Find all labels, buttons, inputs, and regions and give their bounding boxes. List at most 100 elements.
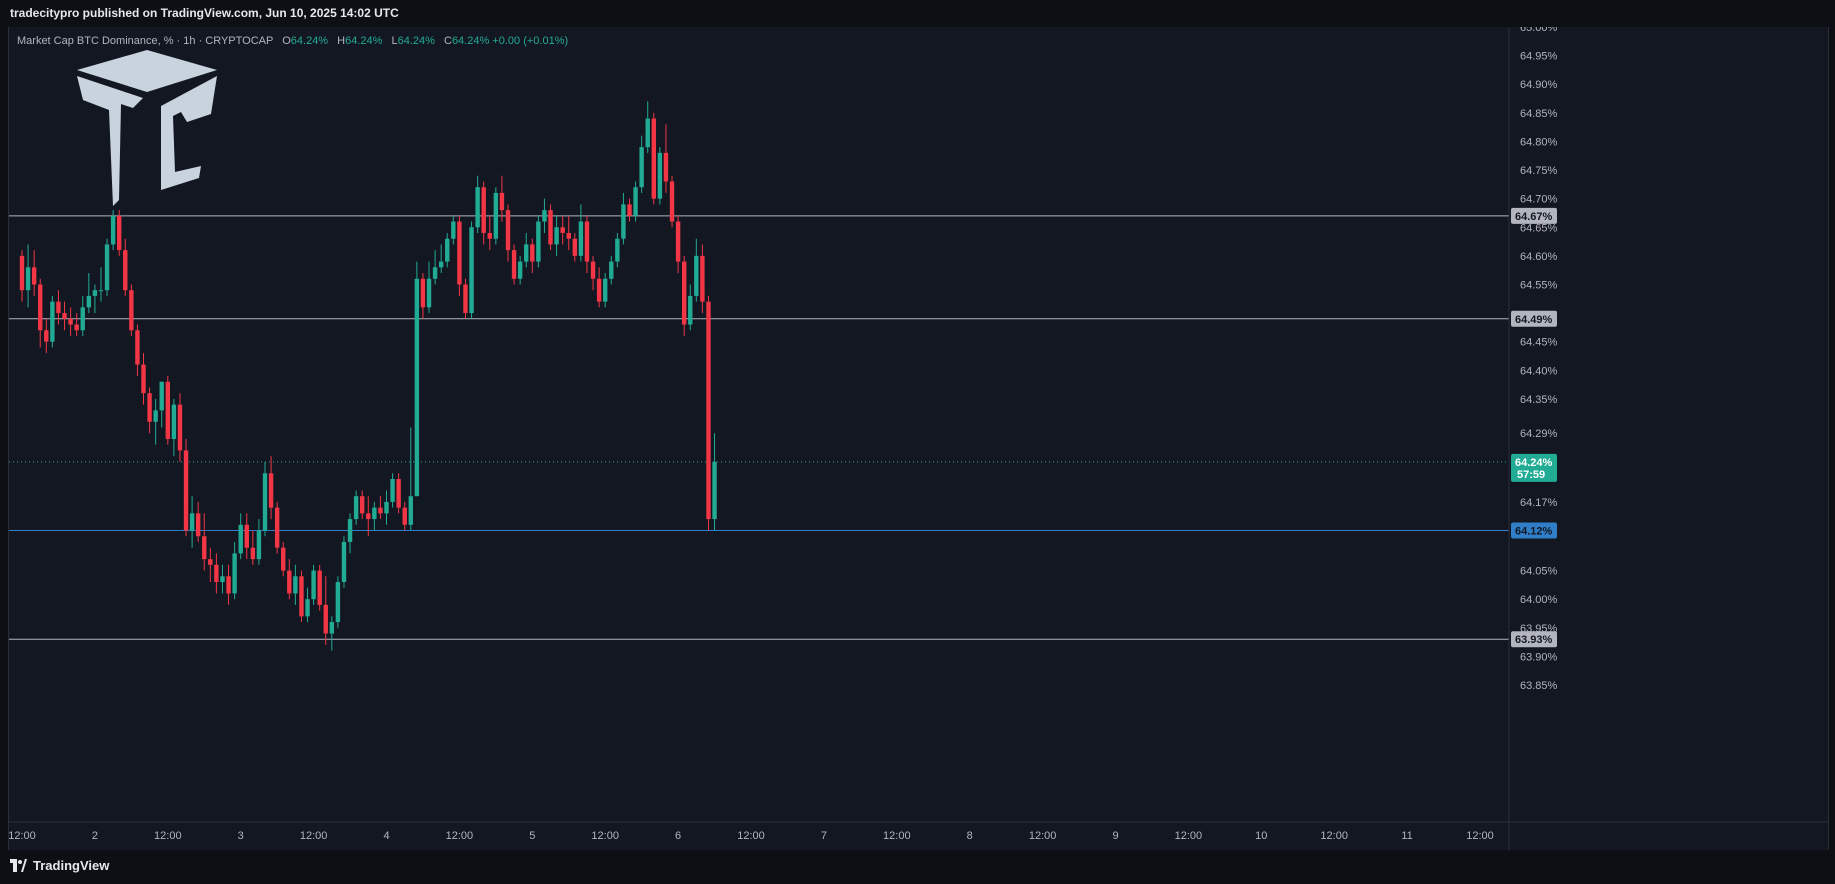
candle-body — [517, 261, 523, 279]
time-tick-label: 6 — [675, 830, 681, 842]
legend-low-label: L — [391, 35, 398, 47]
candle-body — [62, 313, 67, 319]
candle-body — [250, 547, 256, 560]
chart-pane[interactable]: 65.00% 64.95% 64.90% 64.85% 64.80% 64.75% 64.7… — [8, 27, 1829, 850]
candle-body — [578, 221, 584, 256]
price-tick-label: 64.05% — [1520, 566, 1558, 578]
legend-open-value: 64.24% — [290, 35, 329, 47]
candle-body — [274, 507, 280, 548]
price-badges: 64.67% 64.49% 64.12% 63.93% 64.24%57:59 — [1511, 207, 1557, 648]
candle-body — [268, 473, 274, 508]
candle-body — [542, 210, 547, 222]
candle-body — [31, 267, 37, 285]
time-tick-label: 12:00 — [883, 830, 911, 842]
price-tick-label: 64.65% — [1520, 222, 1558, 234]
candle-body — [147, 393, 152, 422]
candle-body — [493, 192, 499, 239]
candle-body — [141, 364, 146, 394]
legend-open-label: O — [282, 35, 291, 47]
candle-body — [390, 479, 395, 502]
candle-body — [171, 404, 177, 439]
time-tick-label: 11 — [1401, 830, 1412, 842]
price-tick-label: 64.70% — [1520, 194, 1558, 206]
candle-body — [244, 524, 249, 548]
price-tick-label: 64.95% — [1520, 51, 1558, 63]
candle-body — [104, 244, 110, 291]
candle-body — [560, 227, 565, 233]
candle-body — [341, 541, 347, 583]
candle-body — [68, 318, 73, 325]
candle-body — [293, 576, 298, 594]
candle-body — [469, 227, 474, 314]
time-tick-label: 12:00 — [1175, 830, 1203, 842]
candle-body — [663, 152, 669, 182]
time-tick-label: 3 — [238, 830, 244, 842]
candle-body — [153, 410, 158, 422]
candle-body — [129, 290, 134, 331]
time-tick-label: 2 — [92, 830, 98, 842]
candle-body — [281, 547, 286, 571]
publish-header: tradecitypro published on TradingView.co… — [0, 0, 1835, 27]
candle-body — [627, 204, 632, 216]
candle-body — [86, 295, 92, 308]
candle-body — [420, 278, 426, 308]
candle-body — [432, 267, 438, 279]
time-tick-label: 5 — [529, 830, 535, 842]
footer-bar: TradingView — [0, 850, 1835, 884]
candle-body — [712, 461, 717, 520]
candle-body — [645, 118, 650, 148]
candle-body — [681, 261, 687, 325]
candle-body — [110, 215, 116, 245]
candle-body — [135, 330, 140, 365]
candle-body — [402, 507, 407, 525]
price-tick-label: 64.55% — [1520, 279, 1558, 291]
candle-body — [238, 524, 243, 554]
candle-body — [202, 536, 207, 560]
tradecity-logo-icon — [77, 50, 217, 206]
candle-body — [262, 473, 268, 531]
legend-change: +0.00 (+0.01%) — [492, 35, 569, 47]
price-tick-label: 64.75% — [1520, 165, 1558, 177]
price-tick-label: 64.17% — [1520, 497, 1558, 509]
candle-body — [256, 530, 262, 560]
candle-body — [621, 204, 626, 239]
candle-body — [335, 582, 341, 623]
candle-body — [195, 513, 201, 537]
candle-body — [499, 192, 505, 211]
candle-body — [92, 290, 98, 296]
candle-body — [159, 381, 164, 411]
candle-body — [189, 513, 195, 531]
candle-body — [208, 559, 213, 565]
candle-body — [220, 576, 225, 583]
time-tick-label: 12:00 — [591, 830, 619, 842]
level-badge-label: 64.67% — [1515, 211, 1553, 223]
time-tick-label: 7 — [821, 830, 827, 842]
candle-body — [98, 290, 104, 292]
legend-low-value: 64.24% — [397, 35, 435, 47]
legend-close-label: C — [443, 35, 452, 47]
publish-line: tradecitypro published on TradingView.co… — [10, 6, 399, 20]
candle-body — [566, 232, 571, 239]
footer-brand[interactable]: TradingView — [33, 858, 110, 873]
candle-body — [596, 278, 602, 302]
price-tick-label: 64.80% — [1520, 136, 1558, 148]
time-tick-label: 12:00 — [737, 830, 765, 842]
candle-body — [214, 564, 219, 583]
candle-body — [505, 210, 511, 251]
time-tick-label: 12:00 — [1029, 830, 1057, 842]
candle-body — [408, 496, 413, 525]
candle-body — [475, 187, 480, 228]
candle-body — [451, 221, 456, 239]
price-tick-label: 63.85% — [1520, 680, 1558, 692]
time-tick-label: 12:00 — [9, 830, 36, 842]
price-tick-label: 64.85% — [1520, 108, 1558, 120]
candle-body — [117, 215, 122, 251]
tradingview-logo-icon — [10, 859, 27, 872]
candle-body — [554, 227, 559, 245]
price-chart[interactable]: 65.00% 64.95% 64.90% 64.85% 64.80% 64.75% 64.7… — [9, 27, 1828, 850]
level-badge-label: 64.49% — [1515, 314, 1553, 326]
level-badge — [1511, 207, 1557, 224]
last-price-label: 64.24% — [1515, 457, 1553, 469]
candle-body — [177, 404, 183, 451]
price-tick-label: 63.90% — [1520, 651, 1558, 663]
